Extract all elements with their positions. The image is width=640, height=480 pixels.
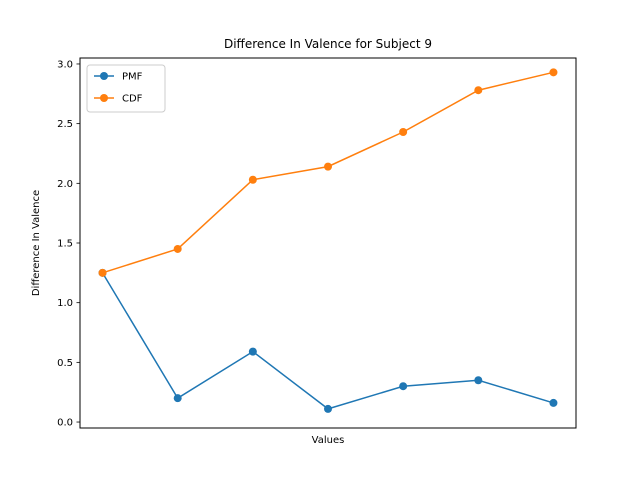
y-tick-label: 2.0 [57, 179, 73, 190]
legend-label-pmf: PMF [122, 72, 143, 83]
y-tick-label: 0.0 [57, 418, 73, 429]
data-point-cdf [549, 68, 558, 77]
data-point-pmf [324, 404, 332, 413]
data-point-pmf [474, 376, 483, 385]
data-point-pmf [173, 394, 182, 403]
data-point-pmf [248, 347, 257, 356]
y-axis-label: Difference In Valence [31, 190, 42, 296]
legend: PMF CDF [86, 64, 166, 113]
legend-marker-pmf [100, 72, 108, 80]
data-point-cdf [324, 162, 332, 171]
legend-label-cdf: CDF [122, 94, 143, 105]
y-axis: 0.0 0.5 1.0 1.5 2.0 2.5 3.0 [57, 59, 80, 429]
data-point-pmf [549, 398, 558, 407]
y-tick-label: 0.5 [57, 358, 73, 369]
x-axis-label: Values [312, 435, 345, 446]
y-tick-label: 3.0 [57, 59, 73, 70]
data-point-cdf [248, 175, 257, 184]
series-layer [98, 68, 558, 413]
data-point-cdf [399, 128, 408, 136]
legend-marker-cdf [100, 94, 108, 102]
data-point-pmf [399, 382, 408, 391]
data-point-cdf [173, 244, 182, 253]
data-point-cdf [474, 86, 483, 95]
y-tick-label: 2.5 [57, 119, 73, 130]
chart-title: Difference In Valence for Subject 9 [224, 37, 432, 51]
y-tick-label: 1.5 [57, 239, 73, 250]
data-point-cdf [98, 268, 107, 277]
y-tick-label: 1.0 [57, 298, 73, 309]
